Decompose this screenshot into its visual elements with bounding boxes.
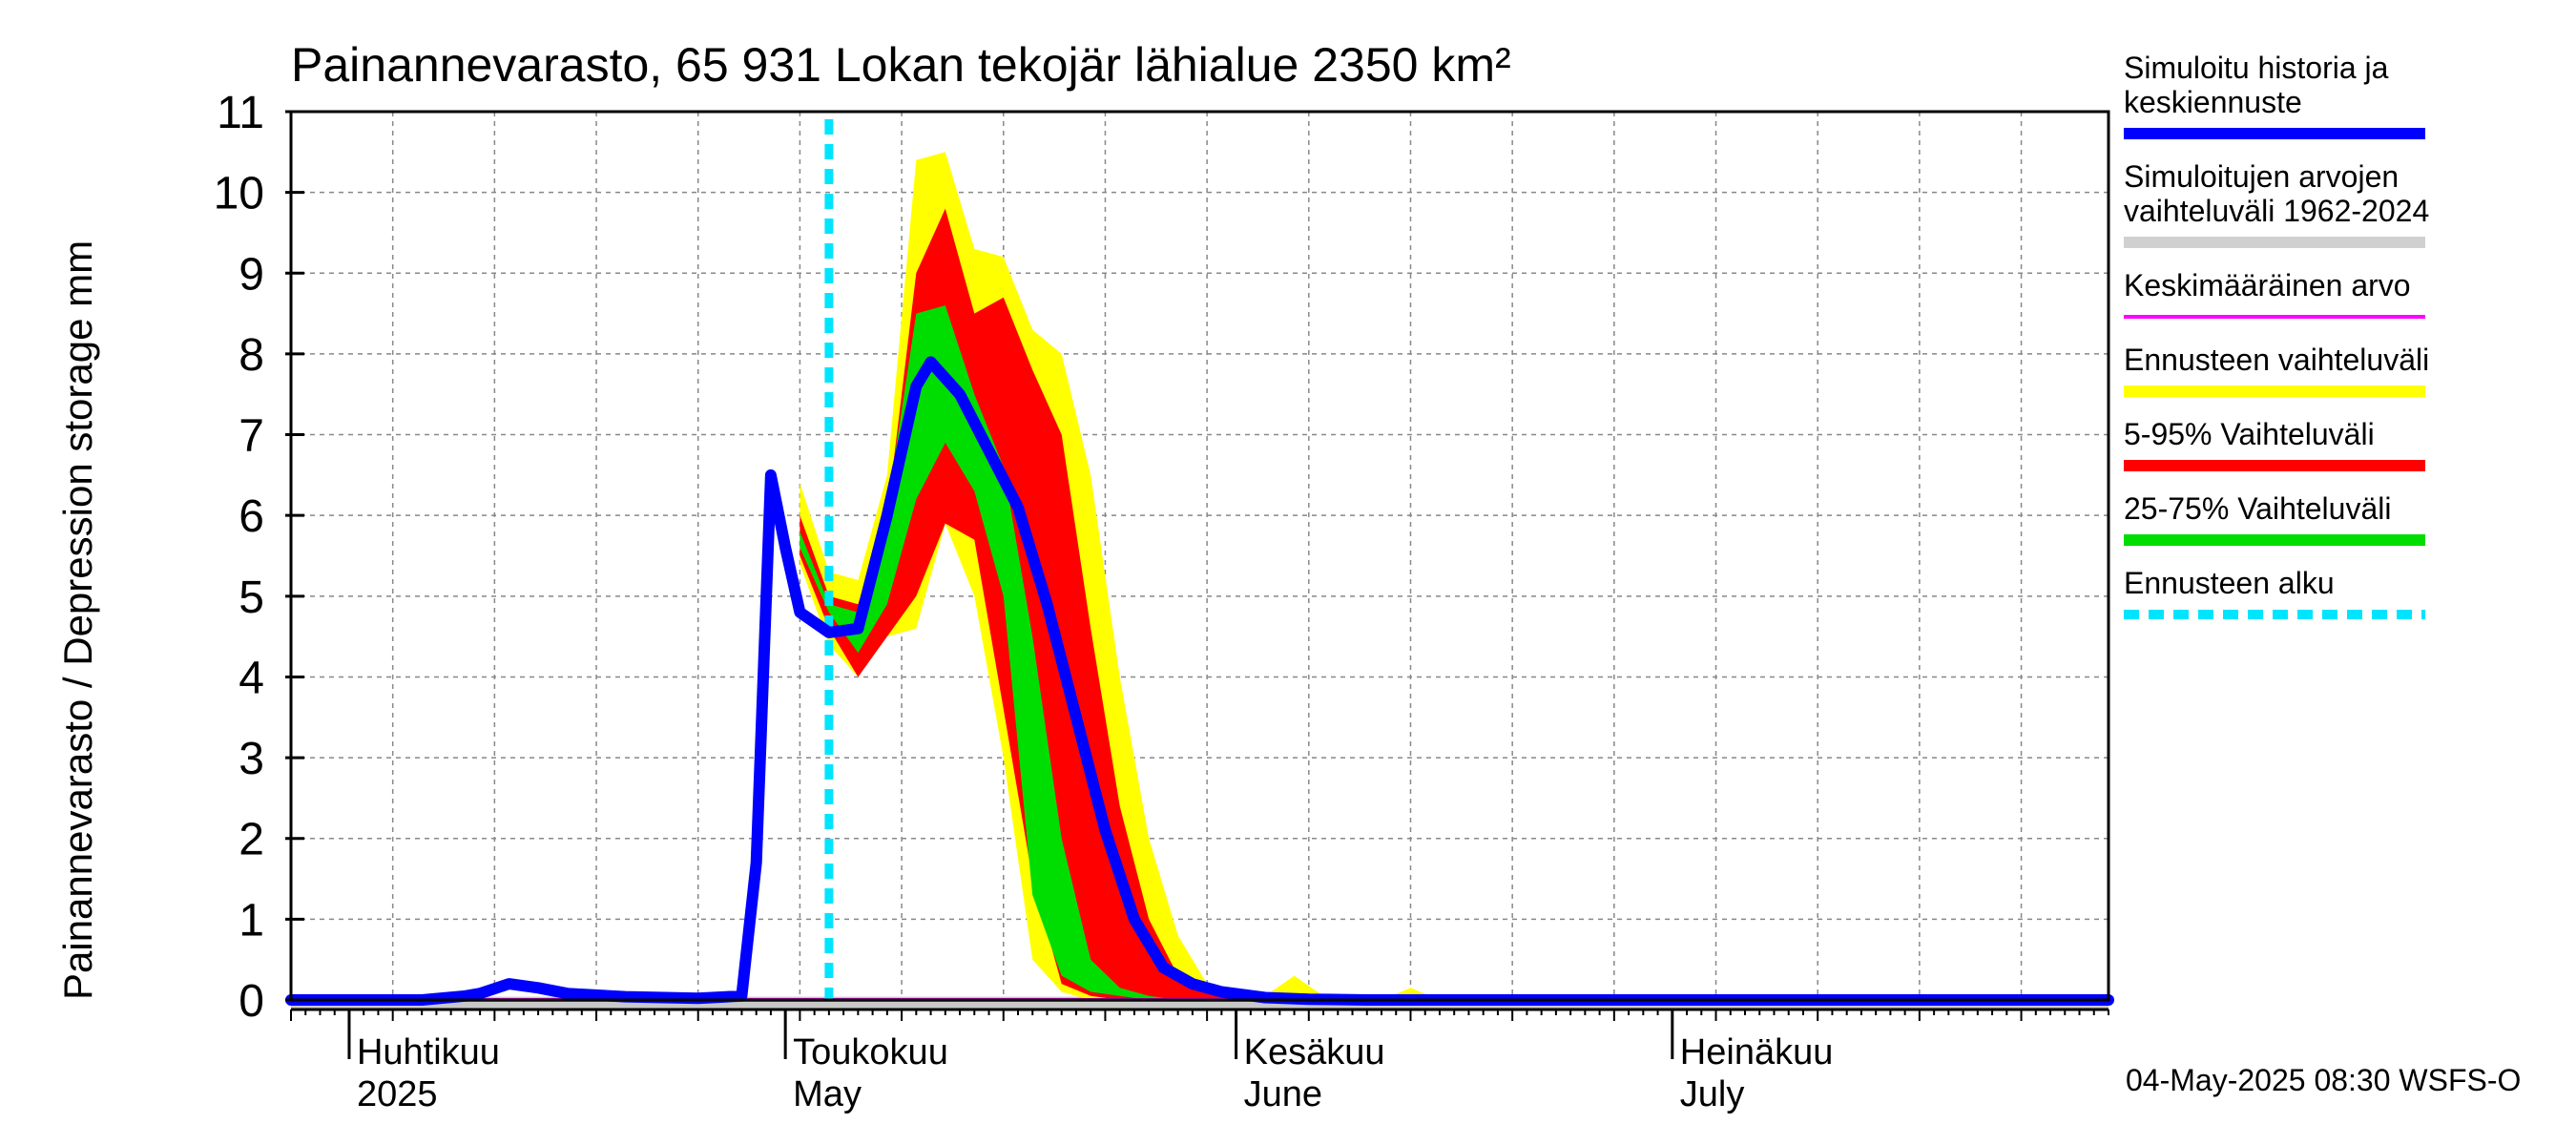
- y-tick-label: 11: [217, 88, 264, 138]
- forecast-bands: [800, 152, 1658, 1001]
- plot-frame: [289, 110, 2110, 1011]
- month-label-fi: Heinäkuu: [1680, 1032, 1834, 1072]
- legend-label: 25-75% Vaihteluväli: [2124, 491, 2391, 526]
- legend-label: Ennusteen alku: [2124, 566, 2335, 600]
- series-line-0: [285, 356, 2114, 1006]
- y-tick-label: 2: [239, 815, 264, 865]
- y-tick-label: 10: [214, 169, 264, 219]
- y-axis-label: Painannevarasto / Depression storage mm: [55, 240, 100, 1000]
- y-tick-label: 9: [239, 249, 264, 300]
- month-label-en: June: [1244, 1074, 1322, 1114]
- legend-label: Simuloitujen arvojen: [2124, 159, 2399, 194]
- y-tick-label: 1: [239, 895, 264, 946]
- plot-background: [291, 112, 2109, 1000]
- legend-label: Keskimääräinen arvo: [2124, 268, 2411, 302]
- y-tick-label: 5: [239, 572, 264, 623]
- plot-border: [289, 110, 2110, 1002]
- legend-label: 5-95% Vaihteluväli: [2124, 417, 2375, 451]
- y-tick-label: 6: [239, 491, 264, 542]
- plot-area: [291, 112, 2109, 1000]
- band-1: [800, 208, 1658, 1001]
- y-tick-label: 3: [239, 734, 264, 784]
- timestamp-footer: 04-May-2025 08:30 WSFS-O: [2126, 1063, 2521, 1097]
- y-tick-label: 7: [239, 411, 264, 462]
- y-tick-label: 4: [239, 653, 264, 703]
- legend-label: Simuloitu historia ja: [2124, 51, 2389, 85]
- historic-range-band: [291, 996, 2109, 1009]
- y-tick-labels: 0 1 2 3 4 5 6 7 8 9 10 11: [214, 88, 304, 1027]
- y-tick-label: 8: [239, 330, 264, 381]
- y-tick-label: 0: [239, 976, 264, 1027]
- month-label-en: July: [1680, 1074, 1745, 1114]
- month-label-fi: Huhtikuu: [357, 1032, 500, 1072]
- legend-label: keskiennuste: [2124, 85, 2302, 119]
- legend-label: Ennusteen vaihteluväli: [2124, 343, 2429, 377]
- chart-title: Painannevarasto, 65 931 Lokan tekojär lä…: [291, 38, 1511, 92]
- legend-label: vaihteluväli 1962-2024: [2124, 194, 2429, 228]
- month-label-en: May: [793, 1074, 862, 1114]
- month-label-fi: Kesäkuu: [1244, 1032, 1385, 1072]
- month-label-fi: Toukokuu: [793, 1032, 948, 1072]
- month-label-en: 2025: [357, 1074, 438, 1114]
